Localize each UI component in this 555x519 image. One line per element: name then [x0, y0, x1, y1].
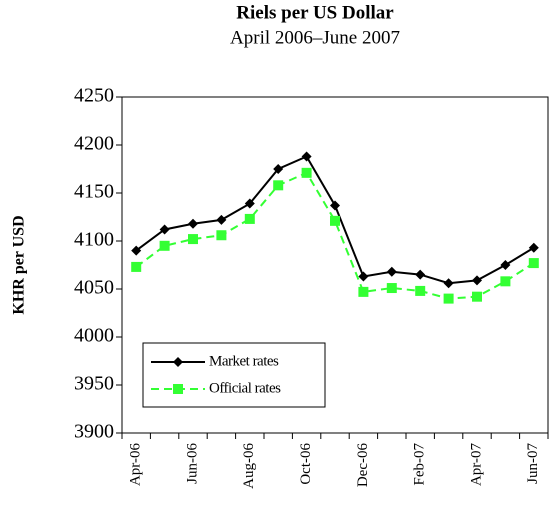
- marker: [273, 180, 284, 191]
- marker: [415, 269, 426, 280]
- legend-box: [142, 342, 326, 408]
- marker: [472, 275, 482, 286]
- y-tick-label: 4250: [74, 85, 114, 107]
- chart-subtitle: April 2006–June 2007: [230, 27, 400, 48]
- marker: [358, 271, 369, 282]
- marker: [528, 242, 539, 253]
- marker: [159, 240, 170, 251]
- y-tick-label: 3950: [74, 373, 114, 395]
- x-tick-label: Apr-06: [128, 443, 144, 487]
- marker: [301, 151, 312, 162]
- marker: [131, 245, 142, 256]
- x-tick-label: Apr-07: [468, 443, 484, 487]
- y-tick-label: 4100: [74, 229, 114, 251]
- marker: [188, 234, 198, 245]
- marker: [358, 286, 369, 297]
- marker: [273, 164, 284, 174]
- marker: [500, 276, 511, 287]
- marker: [443, 293, 454, 304]
- marker: [472, 291, 482, 302]
- x-tick-label: Aug-06: [241, 443, 257, 489]
- marker: [244, 198, 255, 209]
- marker: [386, 283, 397, 294]
- x-tick-label: Oct-06: [298, 443, 314, 485]
- marker: [173, 357, 183, 367]
- marker: [216, 230, 227, 241]
- x-tick-label: Jun-06: [184, 443, 200, 484]
- y-tick-label: 4000: [74, 325, 114, 347]
- marker: [159, 224, 170, 235]
- marker: [386, 266, 397, 277]
- marker: [443, 278, 454, 289]
- legend-label: Official rates: [209, 380, 281, 396]
- marker: [188, 218, 198, 229]
- marker: [330, 200, 340, 211]
- y-tick-label: 4050: [74, 277, 114, 299]
- y-tick-label: 3900: [74, 421, 114, 443]
- marker: [500, 260, 511, 270]
- marker: [244, 213, 255, 224]
- x-tick-label: Feb-07: [412, 443, 428, 486]
- marker: [528, 258, 539, 269]
- y-tick-label: 4200: [74, 133, 114, 155]
- marker: [330, 215, 340, 226]
- marker: [301, 167, 312, 178]
- y-axis-title: KHR per USD: [11, 215, 28, 314]
- legend-label: Market rates: [209, 353, 279, 369]
- x-tick-label: Dec-06: [355, 443, 371, 488]
- marker: [216, 214, 227, 225]
- marker: [415, 285, 426, 296]
- marker: [173, 384, 183, 394]
- legend: Market rates Official rates: [142, 342, 326, 408]
- marker: [131, 261, 142, 272]
- y-tick-label: 4150: [74, 181, 114, 203]
- chart-title: Riels per US Dollar: [236, 2, 394, 23]
- x-tick-label: Jun-07: [525, 443, 541, 484]
- plot-area: [121, 96, 549, 434]
